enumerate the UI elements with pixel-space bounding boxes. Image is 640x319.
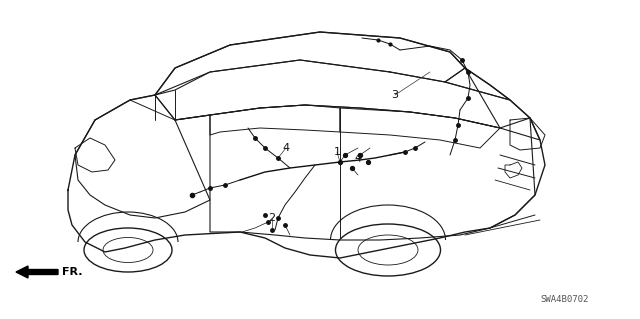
Text: FR.: FR. [62,267,83,277]
Text: SWA4B0702: SWA4B0702 [541,295,589,305]
Text: 4: 4 [282,143,289,153]
Text: 3: 3 [392,90,399,100]
Text: 1: 1 [333,147,340,157]
Text: 4: 4 [355,153,362,163]
Text: 2: 2 [268,213,276,223]
FancyArrow shape [16,266,58,278]
